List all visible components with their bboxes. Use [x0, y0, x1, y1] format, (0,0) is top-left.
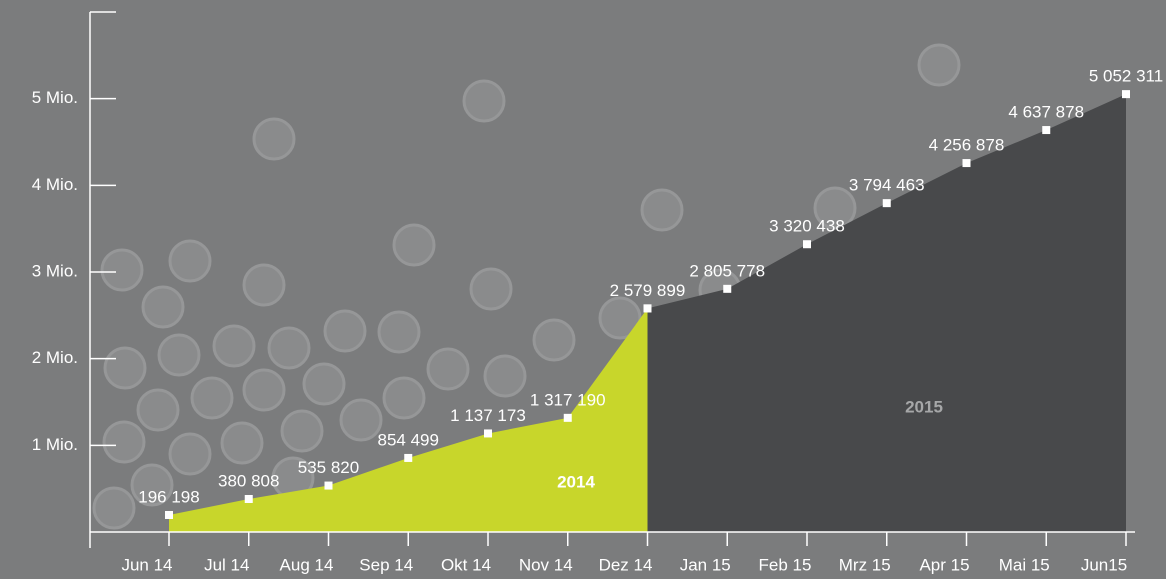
area-label: 2015: [905, 397, 943, 416]
data-label: 1 317 190: [530, 390, 606, 409]
y-tick-label: 4 Mio.: [32, 175, 78, 194]
data-point: [643, 304, 652, 313]
x-tick-label: Jan 15: [680, 555, 731, 574]
data-point: [962, 159, 971, 168]
data-point: [1122, 90, 1130, 99]
x-tick-label: Feb 15: [759, 555, 812, 574]
data-label: 4 256 878: [929, 136, 1005, 155]
y-tick-label: 2 Mio.: [32, 348, 78, 367]
x-tick-label: Jun15: [1081, 555, 1127, 574]
data-point: [563, 413, 572, 422]
data-label: 3 320 438: [769, 217, 845, 236]
x-tick-label: Okt 14: [441, 555, 491, 574]
x-tick-label: Jul 14: [204, 555, 249, 574]
data-label: 2 579 899: [610, 281, 686, 300]
x-tick-label: Mai 15: [999, 555, 1050, 574]
plot: 2014 2015 1 Mio. 2 Mio. 3 Mio. 4 Mio. 5 Mio. Ju…: [32, 11, 1163, 574]
y-tick-label: 5 Mio.: [32, 88, 78, 107]
x-tick-label: Dez 14: [599, 555, 653, 574]
data-point: [324, 481, 333, 490]
data-point: [165, 510, 173, 519]
area-label: 2014: [557, 472, 595, 491]
data-label: 196 198: [138, 487, 199, 506]
x-tick-label: Sep 14: [359, 555, 413, 574]
data-label: 535 820: [298, 458, 359, 477]
data-point: [484, 429, 492, 438]
x-tick-label: Aug 14: [280, 555, 334, 574]
y-tick-label: 1 Mio.: [32, 435, 78, 454]
x-tick-label: Nov 14: [519, 555, 573, 574]
area: [647, 94, 1126, 532]
x-tick-label: Jun 14: [121, 555, 172, 574]
y-tick-label: 3 Mio.: [32, 261, 78, 280]
data-label: 4 637 878: [1008, 103, 1084, 122]
area: [169, 308, 648, 532]
data-point: [882, 199, 891, 208]
data-label: 5 052 311: [1089, 67, 1163, 86]
x-tick-label: Mrz 15: [839, 555, 891, 574]
data-label: 1 137 173: [450, 406, 526, 425]
data-label: 854 499: [378, 430, 439, 449]
data-point: [723, 284, 732, 293]
data-point: [404, 453, 413, 462]
data-point: [244, 494, 253, 503]
data-label: 2 805 778: [689, 261, 765, 280]
data-point: [803, 240, 811, 249]
data-label: 3 794 463: [849, 176, 925, 195]
data-label: 380 808: [218, 471, 279, 490]
x-tick-label: Apr 15: [919, 555, 969, 574]
data-point: [1042, 126, 1051, 135]
